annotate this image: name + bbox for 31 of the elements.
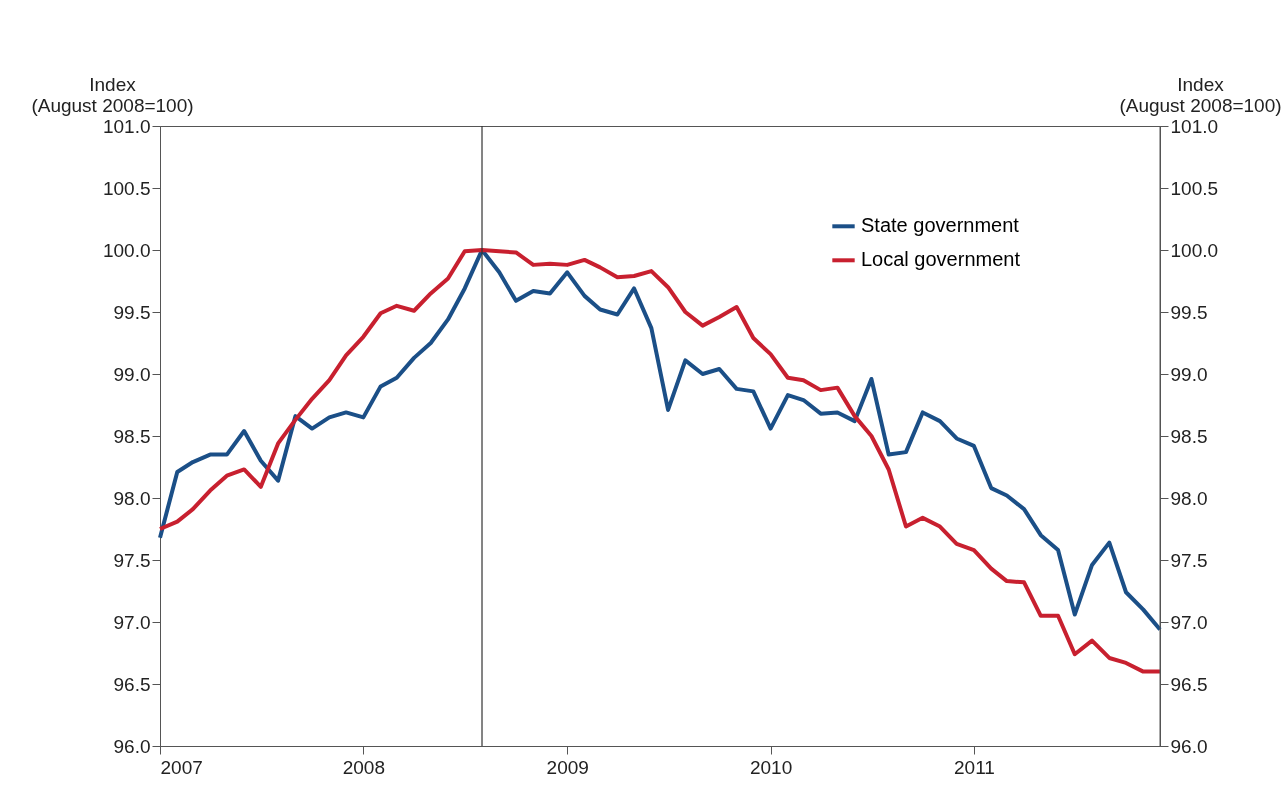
y-tick-label: 99.5 (113, 301, 151, 323)
y2-tick-label: 97.5 (1170, 549, 1208, 571)
y2-tick-label: 96.5 (1170, 673, 1208, 695)
y-tick-label: 100.0 (102, 239, 151, 261)
y2-tick-label: 101.0 (1170, 115, 1219, 137)
x-tick-label: 2007 (160, 756, 203, 778)
y2-tick-label: 98.0 (1170, 487, 1208, 509)
y-axis-title: Index (August 2008=100) (31, 73, 194, 116)
y-tick-label: 99.0 (113, 363, 151, 385)
y2-axis-title: Index (August 2008=100) (1119, 73, 1282, 116)
y-tick-label: 100.5 (102, 177, 151, 199)
y2-tick-label: 98.5 (1170, 425, 1208, 447)
x-tick-label: 2009 (546, 756, 589, 778)
x-tick-label: 2008 (342, 756, 385, 778)
y-tick-label: 98.0 (113, 487, 151, 509)
legend-label: Local government (861, 248, 1021, 271)
y2-tick-label: 96.0 (1170, 735, 1208, 757)
y-tick-label: 97.5 (113, 549, 151, 571)
y2-tick-label: 100.0 (1170, 239, 1219, 261)
y-tick-label: 97.0 (113, 611, 151, 633)
y-tick-label: 101.0 (102, 115, 151, 137)
y2-tick-label: 99.5 (1170, 301, 1208, 323)
y2-tick-label: 97.0 (1170, 611, 1208, 633)
y-tick-label: 98.5 (113, 425, 151, 447)
y-tick-label: 96.0 (113, 735, 151, 757)
x-tick-label: 2010 (749, 756, 793, 778)
y2-tick-label: 100.5 (1170, 177, 1219, 199)
x-tick-label: 2011 (954, 756, 995, 778)
y2-tick-label: 99.0 (1170, 363, 1208, 385)
y-tick-label: 96.5 (113, 673, 151, 695)
legend-label: State government (861, 214, 1020, 237)
